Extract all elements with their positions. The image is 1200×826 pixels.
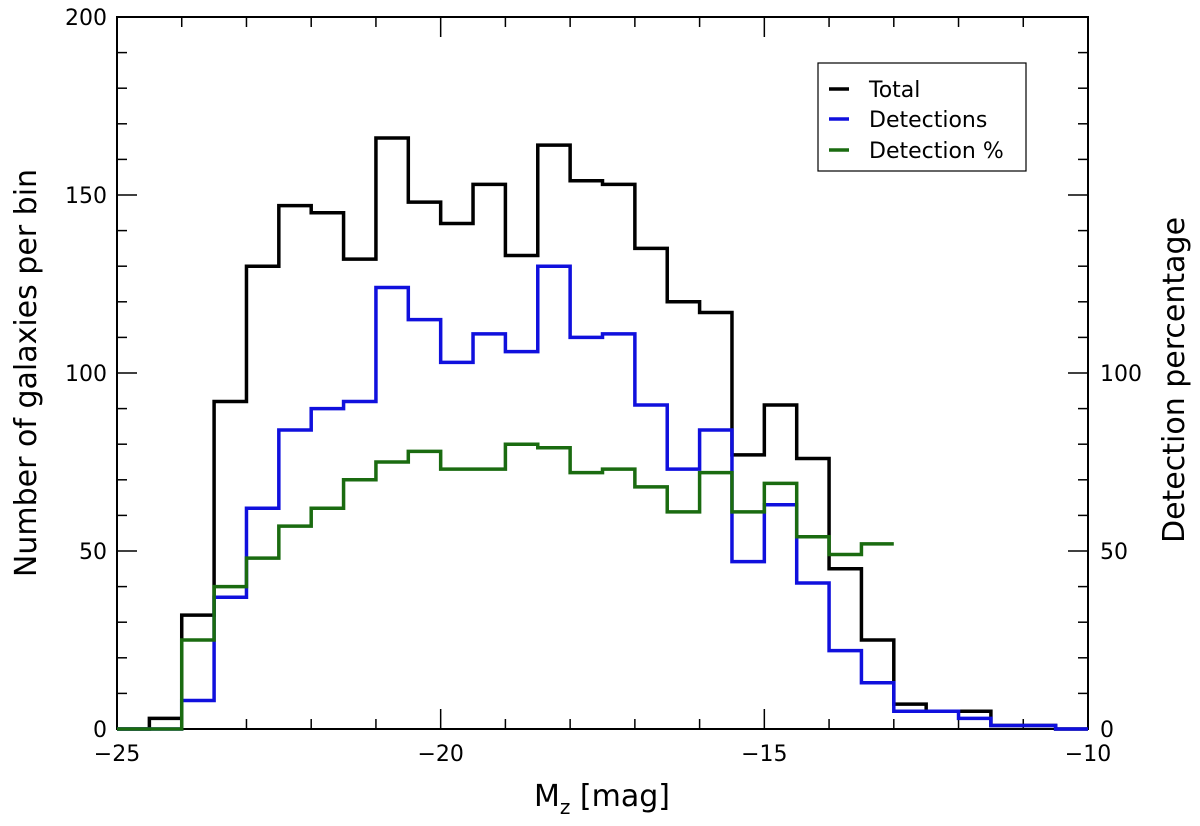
y-tick-label: 100 xyxy=(65,362,107,387)
y2-tick-label: 0 xyxy=(1100,718,1114,743)
x-tick-label: −15 xyxy=(741,742,787,767)
y2-tick-label: 50 xyxy=(1100,540,1128,565)
legend-label-total: Total xyxy=(868,78,920,103)
legend-box xyxy=(817,62,1027,172)
y2-axis-title: Detection percentage xyxy=(1157,217,1192,543)
axis-ticks xyxy=(117,17,1088,729)
y-axis-title: Number of galaxies per bin xyxy=(9,169,44,577)
series-group xyxy=(117,136,1088,731)
legend-label-detections: Detections xyxy=(869,108,987,133)
y-tick-label: 0 xyxy=(93,718,107,743)
series-line-detections xyxy=(117,264,1088,731)
x-tick-label: −25 xyxy=(94,742,140,767)
x-axis-title-subscript: z xyxy=(560,795,571,819)
x-tick-label: −20 xyxy=(417,742,463,767)
series-line-detection-percent xyxy=(117,442,894,731)
series-line-total xyxy=(117,136,1088,731)
x-axis-title-unit: [mag] xyxy=(570,779,670,814)
legend: Total Detections Detection % xyxy=(817,62,1027,172)
x-tick-label: −10 xyxy=(1065,742,1111,767)
y-tick-label: 50 xyxy=(79,540,107,565)
legend-label-detection-percent: Detection % xyxy=(869,139,1004,164)
y-tick-label: 200 xyxy=(65,6,107,31)
x-axis-title: Mz [mag] xyxy=(534,779,670,819)
y2-tick-label: 100 xyxy=(1100,362,1142,387)
y-tick-label: 150 xyxy=(65,184,107,209)
